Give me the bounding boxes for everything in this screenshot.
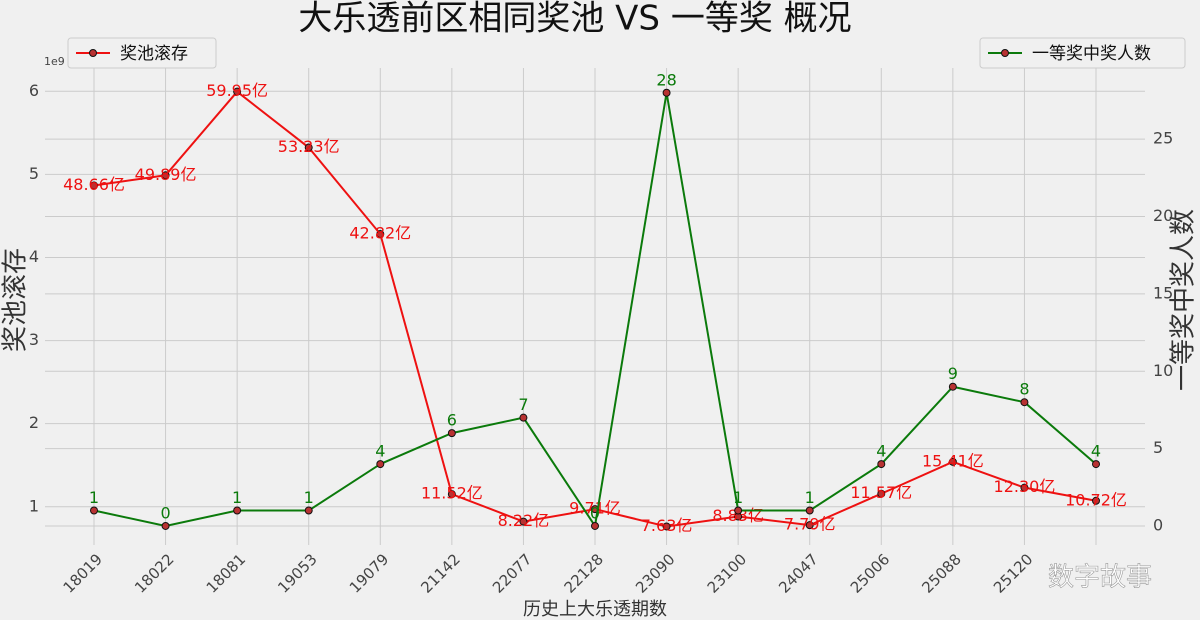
data-point [447,429,456,438]
y2-tick-label: 20 [1153,206,1173,225]
data-point [591,521,599,530]
data-label: 0 [160,503,170,522]
data-point [161,171,170,180]
data-label: 1 [304,488,314,507]
data-label: 0 [590,503,600,522]
data-point [877,489,886,498]
data-label: 53.23亿 [278,137,340,156]
legend: 一等奖中奖人数 [979,37,1186,69]
data-point [734,506,743,515]
watermark: 数字故事 [1048,563,1152,593]
data-point [304,506,313,515]
data-point [304,143,313,152]
y2-tick-label: 15 [1153,283,1173,302]
legend-label: 奖池滚存 [120,44,188,64]
y2-axis-label: 一等奖中奖人数 [1169,209,1199,391]
data-point [805,521,814,530]
data-point [90,181,98,190]
data-point [1092,460,1100,469]
data-label: 1 [232,488,242,507]
data-label: 15.41亿 [922,451,984,470]
data-point [805,506,814,515]
legend-box [67,37,217,69]
data-point [662,88,671,97]
data-label: 6 [447,411,457,430]
y-axis-label: 奖池滚存 [1,248,31,352]
data-label: 7 [518,395,528,414]
data-point [948,457,957,466]
data-label: 11.57亿 [850,483,912,502]
legend-box [979,37,1186,69]
data-label: 4 [375,442,385,461]
chart-title: 大乐透前区相同奖池 VS 一等奖 概况 [298,0,851,39]
y2-tick-label: 5 [1153,438,1163,457]
data-label: 7.63亿 [641,516,693,535]
data-point [519,517,528,526]
data-label: 11.52亿 [421,484,483,503]
data-label: 42.82亿 [349,224,411,243]
x-axis-label: 历史上大乐透期数 [523,599,667,620]
legend-label: 一等奖中奖人数 [1032,44,1151,64]
y-tick-label: 3 [29,330,39,349]
data-label: 59.95亿 [206,81,268,100]
data-point [877,460,886,469]
data-label: 1 [805,488,815,507]
data-point [1020,398,1029,407]
data-point [519,413,528,422]
data-label: 9 [948,364,958,383]
y2-tick-label: 0 [1153,515,1163,534]
data-label: 48.66亿 [63,175,125,194]
data-point [948,382,957,391]
data-point [161,521,170,530]
y2-tick-label: 10 [1153,361,1173,380]
y-offset-label: 1e9 [44,55,65,68]
y-tick-label: 5 [29,164,39,183]
data-point [376,460,385,469]
y2-tick-label: 25 [1153,129,1173,148]
data-point [376,230,385,239]
data-point [233,87,242,96]
data-label: 9.71亿 [569,499,621,518]
legend-marker [89,49,97,57]
y-tick-label: 1 [29,496,39,515]
y-tick-label: 4 [29,247,39,266]
data-label: 4 [876,442,886,461]
data-label: 10.72亿 [1065,490,1127,509]
legend-marker [1001,49,1009,57]
data-label: 8.22亿 [498,511,550,530]
data-point [90,506,98,515]
data-point [447,490,456,499]
data-label: 8 [1019,380,1029,399]
data-label: 12.30亿 [994,477,1056,496]
data-label: 4 [1091,442,1101,461]
data-point [662,522,671,531]
data-label: 7.79亿 [784,515,836,534]
y-tick-label: 2 [29,413,39,432]
data-label: 1 [733,488,743,507]
data-point [233,506,242,515]
y-tick-label: 6 [29,81,39,100]
data-label: 49.89亿 [135,165,197,184]
data-point [1020,483,1029,492]
data-label: 1 [89,488,99,507]
data-label: 28 [656,70,676,89]
legend: 奖池滚存 [67,37,217,69]
data-point [1092,496,1100,505]
